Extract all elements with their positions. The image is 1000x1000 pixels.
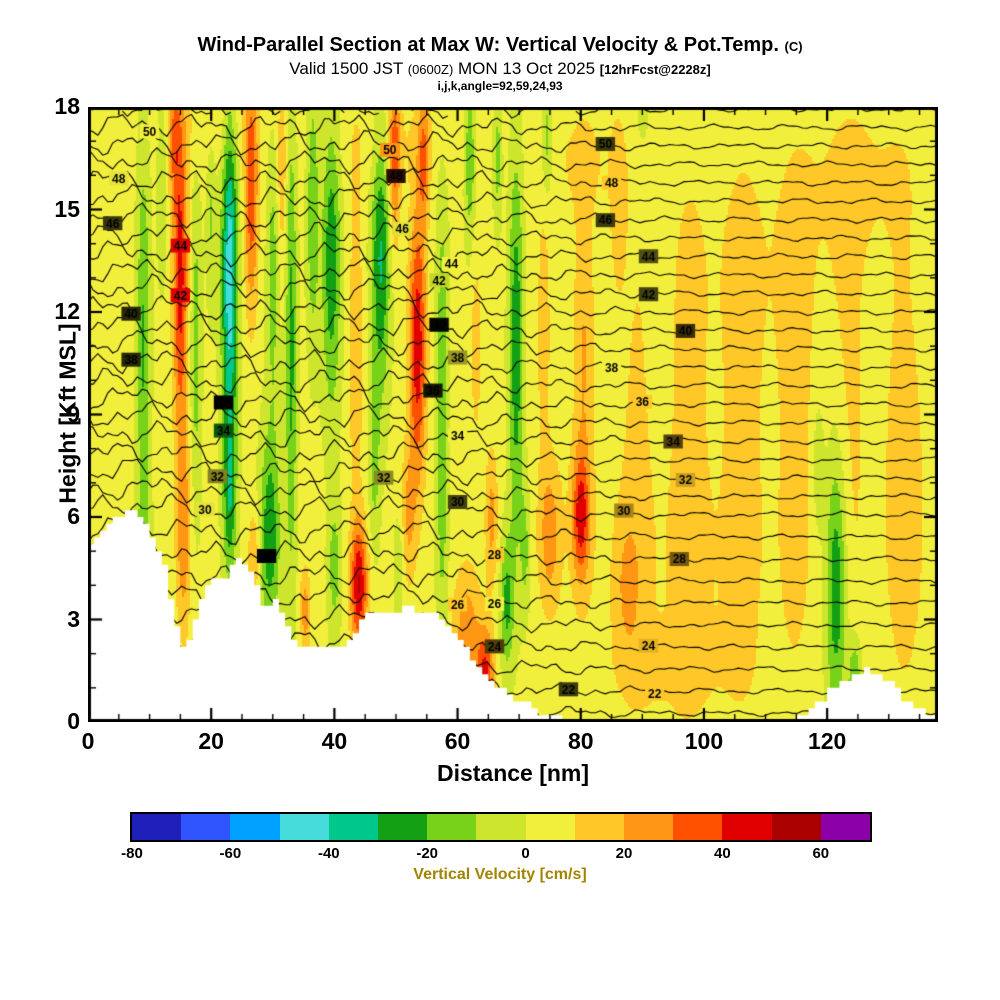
colorbar-segment <box>624 814 674 840</box>
colorbar-segment <box>132 814 182 840</box>
colorbar-tick-label: -60 <box>219 845 242 862</box>
colorbar-segment <box>279 814 329 840</box>
y-tick-label: 6 <box>67 503 80 529</box>
y-tick-label: 9 <box>67 400 80 427</box>
valid-time-text: Valid 1500 JST <box>289 59 404 78</box>
colorbar-tick-label: 0 <box>521 845 530 862</box>
colorbar-segment <box>673 814 723 840</box>
colorbar-segment <box>378 814 428 840</box>
colorbar-tick-label: -20 <box>416 845 439 862</box>
colorbar-tick-label: 60 <box>812 845 830 862</box>
chart-title-text: Wind-Parallel Section at Max W: Vertical… <box>197 34 779 56</box>
y-tick-label: 0 <box>67 708 80 734</box>
colorbar-segment <box>230 814 280 840</box>
colorbar-segment <box>722 814 772 840</box>
x-tick-label: 120 <box>807 728 847 754</box>
y-tick-label: 12 <box>54 298 80 324</box>
colorbar-segment <box>525 814 575 840</box>
colorbar-tick-label: 40 <box>714 845 731 862</box>
chart-title-unit: (C) <box>784 39 803 54</box>
colorbar-label: Vertical Velocity [cm/s] <box>413 866 587 883</box>
colorbar-segment <box>427 814 477 840</box>
colorbar-tick-label: -40 <box>317 845 340 862</box>
run-info: i,j,k,angle=92,59,24,93 <box>437 79 563 93</box>
forecast-tag: [12hrFcst@2228z] <box>599 62 711 77</box>
colorbar-segment <box>820 814 871 840</box>
colorbar-segment <box>328 814 379 840</box>
y-tick-label: 15 <box>54 195 80 222</box>
x-tick-label: 80 <box>567 728 594 754</box>
x-tick-label: 0 <box>81 728 95 754</box>
cross-section-canvas <box>88 107 938 722</box>
x-axis-label: Distance [nm] <box>436 760 590 786</box>
valid-date-text: MON 13 Oct 2025 <box>458 59 596 78</box>
colorbar-segment <box>476 814 526 840</box>
chart-title: Wind-Parallel Section at Max W: Vertical… <box>0 34 1000 57</box>
y-tick-label: 3 <box>67 605 80 632</box>
x-tick-label: 60 <box>444 728 471 754</box>
colorbar <box>130 812 872 842</box>
x-tick-label: 40 <box>321 728 348 754</box>
x-tick-label: 100 <box>684 728 724 754</box>
valid-time-utc: (0600Z) <box>407 62 454 77</box>
chart-subtitle: Valid 1500 JST (0600Z) MON 13 Oct 2025 [… <box>0 59 1000 79</box>
plot-area <box>88 107 938 722</box>
colorbar-tick-label: 20 <box>615 845 633 862</box>
colorbar-segment <box>181 814 231 840</box>
x-tick-label: 20 <box>198 728 224 754</box>
y-tick-label: 18 <box>54 93 80 119</box>
colorbar-segment <box>771 814 821 840</box>
colorbar-tick-label: -80 <box>121 845 143 862</box>
colorbar-segment <box>574 814 625 840</box>
